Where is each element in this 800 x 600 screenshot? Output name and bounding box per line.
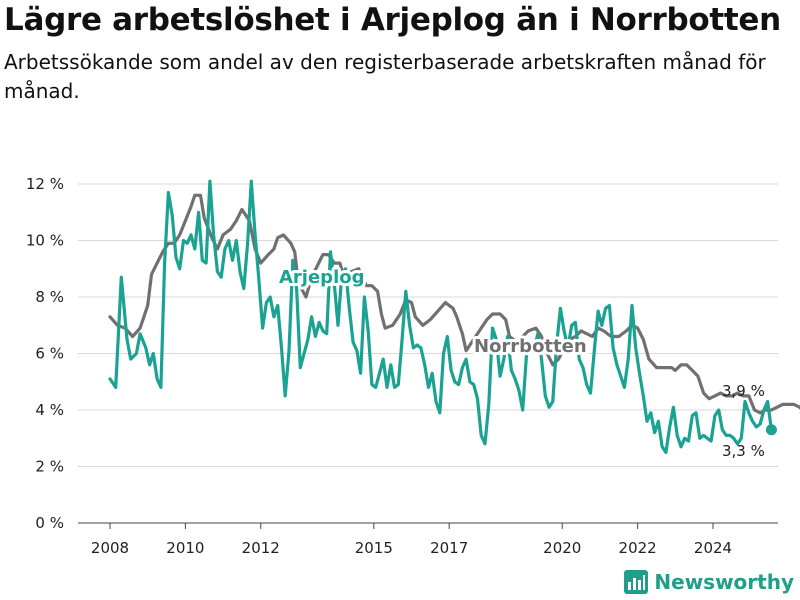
series-lines (108, 179, 800, 454)
brand-name: Newsworthy (654, 570, 794, 594)
series-line-norrbotten (108, 193, 800, 415)
x-tick-label: 2020 (543, 539, 581, 557)
inline-label-arjeplog: Arjeplog (279, 267, 365, 288)
x-tick-label: 2008 (91, 539, 129, 557)
end-label-arjeplog: 3,3 % (722, 442, 765, 460)
brand-logo: Newsworthy (624, 570, 794, 594)
y-tick-label: 6 % (35, 345, 64, 363)
chart-subtitle: Arbetssökande som andel av den registerb… (4, 50, 766, 103)
inline-label-norrbotten: Norrbotten (474, 336, 587, 357)
chart-title: Lägre arbetslöshet i Arjeplog än i Norrb… (4, 2, 781, 38)
x-tick-label: 2017 (430, 539, 468, 557)
x-tick-label: 2012 (242, 539, 280, 557)
y-tick-label: 2 % (35, 458, 64, 476)
y-axis: 0 % 2 % 4 % 6 % 8 % 10 % 12 % (26, 175, 64, 532)
inline-label-arjeplog-halo: Arjeplog (279, 267, 365, 288)
x-tick-label: 2024 (694, 539, 732, 557)
y-tick-label: 0 % (35, 514, 64, 532)
end-point-arjeplog (765, 424, 777, 436)
series-labels: 3,9 %3,3 %ArjeplogArjeplogNorrbottenNorr… (276, 264, 765, 460)
y-tick-label: 12 % (26, 175, 64, 193)
x-tick-label: 2010 (166, 539, 204, 557)
y-tick-label: 10 % (26, 232, 64, 250)
bar-chart-logo-icon (624, 570, 649, 594)
end-label-norrbotten: 3,9 % (722, 382, 765, 400)
y-tick-label: 4 % (35, 401, 64, 419)
grid (78, 183, 778, 524)
y-tick-label: 8 % (35, 288, 64, 306)
inline-label-norrbotten-halo: Norrbotten (474, 336, 587, 357)
x-tick-label: 2022 (619, 539, 657, 557)
series-line-arjeplog (108, 179, 773, 454)
x-tick-label: 2015 (355, 539, 393, 557)
x-axis: 2008 2010 2012 2015 2017 2020 2022 2024 (91, 523, 732, 557)
